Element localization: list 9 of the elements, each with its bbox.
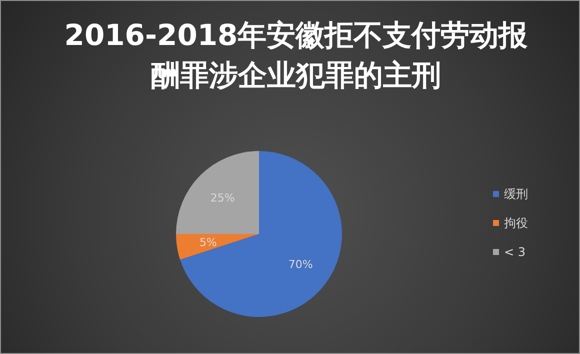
pie-slice xyxy=(176,234,259,260)
data-label: 70% xyxy=(288,258,313,272)
data-label: 5% xyxy=(199,236,217,250)
legend-label: 拘役 xyxy=(504,216,528,230)
chart-title: 2016-2018年安徽拒不支付劳动报酬罪涉企业犯罪的主刑 xyxy=(63,17,529,94)
pie-slice xyxy=(180,151,342,317)
legend-label: 缓刑 xyxy=(504,187,528,201)
pie-slice xyxy=(176,151,259,234)
legend-label: < 3 xyxy=(504,245,526,259)
